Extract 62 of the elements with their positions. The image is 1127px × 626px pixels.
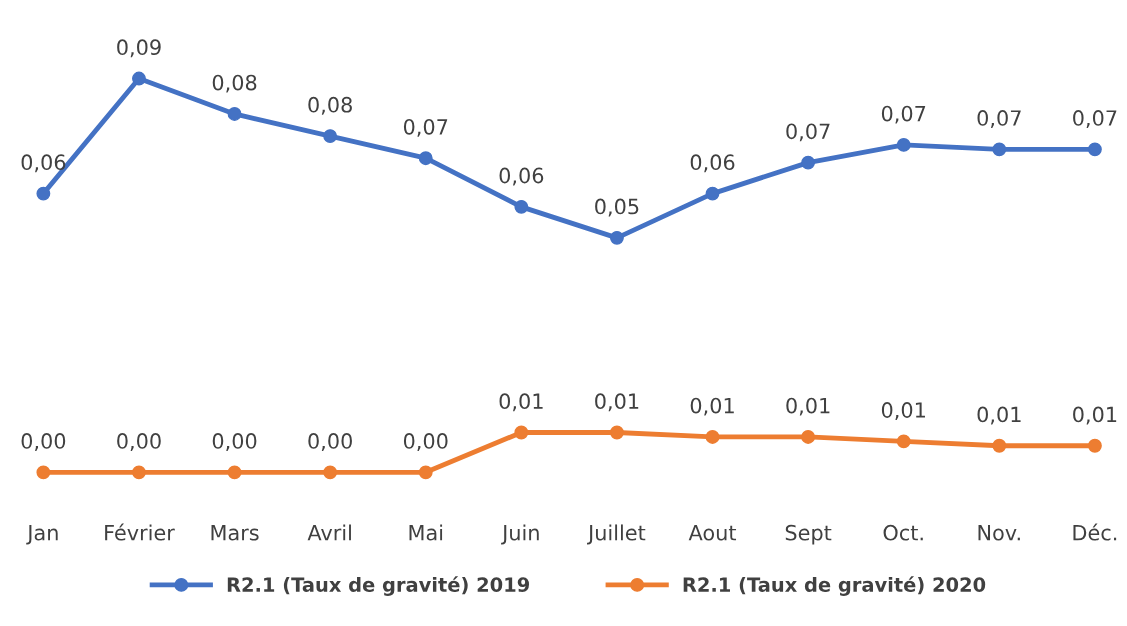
point — [132, 465, 146, 480]
point — [1087, 438, 1102, 453]
point — [132, 71, 146, 86]
point — [705, 186, 720, 201]
point — [227, 107, 242, 121]
data-label: 0,00 — [117, 433, 161, 451]
data-label: 0,08 — [212, 74, 257, 93]
data-label: 0,07 — [786, 123, 830, 142]
x-tick-label: Sept — [785, 524, 832, 545]
x-tick-label: Juillet — [587, 524, 646, 545]
x-tick-label: Aout — [688, 525, 737, 541]
x-tick-label: Mars — [211, 525, 259, 541]
point — [36, 465, 51, 480]
point — [514, 199, 529, 214]
x-tick-label: Juin — [501, 524, 539, 545]
x-tick-label: Nov. — [978, 525, 1020, 541]
point — [801, 429, 816, 444]
point — [418, 465, 433, 480]
data-label: 0,00 — [212, 433, 257, 451]
data-label: 0,06 — [690, 154, 735, 173]
point — [514, 425, 529, 440]
point — [609, 425, 624, 440]
point — [227, 465, 242, 480]
data-label: 0,01 — [786, 397, 830, 416]
point — [323, 465, 338, 480]
data-label: 0,00 — [403, 433, 448, 451]
data-label: 0,07 — [1073, 110, 1117, 128]
data-label: 0,00 — [308, 433, 352, 451]
x-tick-label: Février — [105, 523, 175, 541]
point — [36, 186, 51, 201]
data-label: 0,01 — [595, 393, 639, 412]
point — [896, 137, 911, 152]
point — [896, 434, 911, 449]
data-label: 0,01 — [881, 402, 925, 420]
point — [323, 129, 338, 144]
point — [992, 438, 1007, 453]
data-label: 0,00 — [21, 433, 66, 451]
x-tick-label: Oct. — [883, 524, 923, 541]
point — [992, 142, 1007, 157]
data-label: 0,06 — [499, 167, 544, 186]
x-tick-label: Mai — [409, 524, 443, 541]
data-label: 0,05 — [595, 198, 639, 217]
data-label: 0,01 — [499, 393, 543, 412]
point — [1087, 142, 1102, 157]
legend-label: R2.1 (Taux de gravité) 2020 — [683, 576, 986, 596]
x-tick-label: Avril — [307, 524, 351, 541]
point — [705, 429, 720, 444]
point — [609, 230, 624, 245]
point — [801, 155, 816, 170]
data-label: 0,07 — [403, 118, 448, 137]
data-label: 0,07 — [881, 105, 926, 124]
data-label: 0,06 — [21, 154, 66, 173]
data-label: 0,08 — [308, 96, 352, 115]
data-label: 0,01 — [690, 397, 734, 416]
legend-label: R2.1 (Taux de gravité) 2019 — [227, 576, 530, 596]
data-label: 0,01 — [1073, 406, 1117, 425]
point — [418, 151, 433, 166]
data-label: 0,07 — [977, 110, 1021, 128]
data-label: 0,01 — [977, 406, 1021, 425]
x-tick-label: Déc. — [1073, 523, 1117, 541]
x-tick-label: Jan — [26, 525, 58, 545]
data-label: 0,09 — [117, 39, 161, 58]
